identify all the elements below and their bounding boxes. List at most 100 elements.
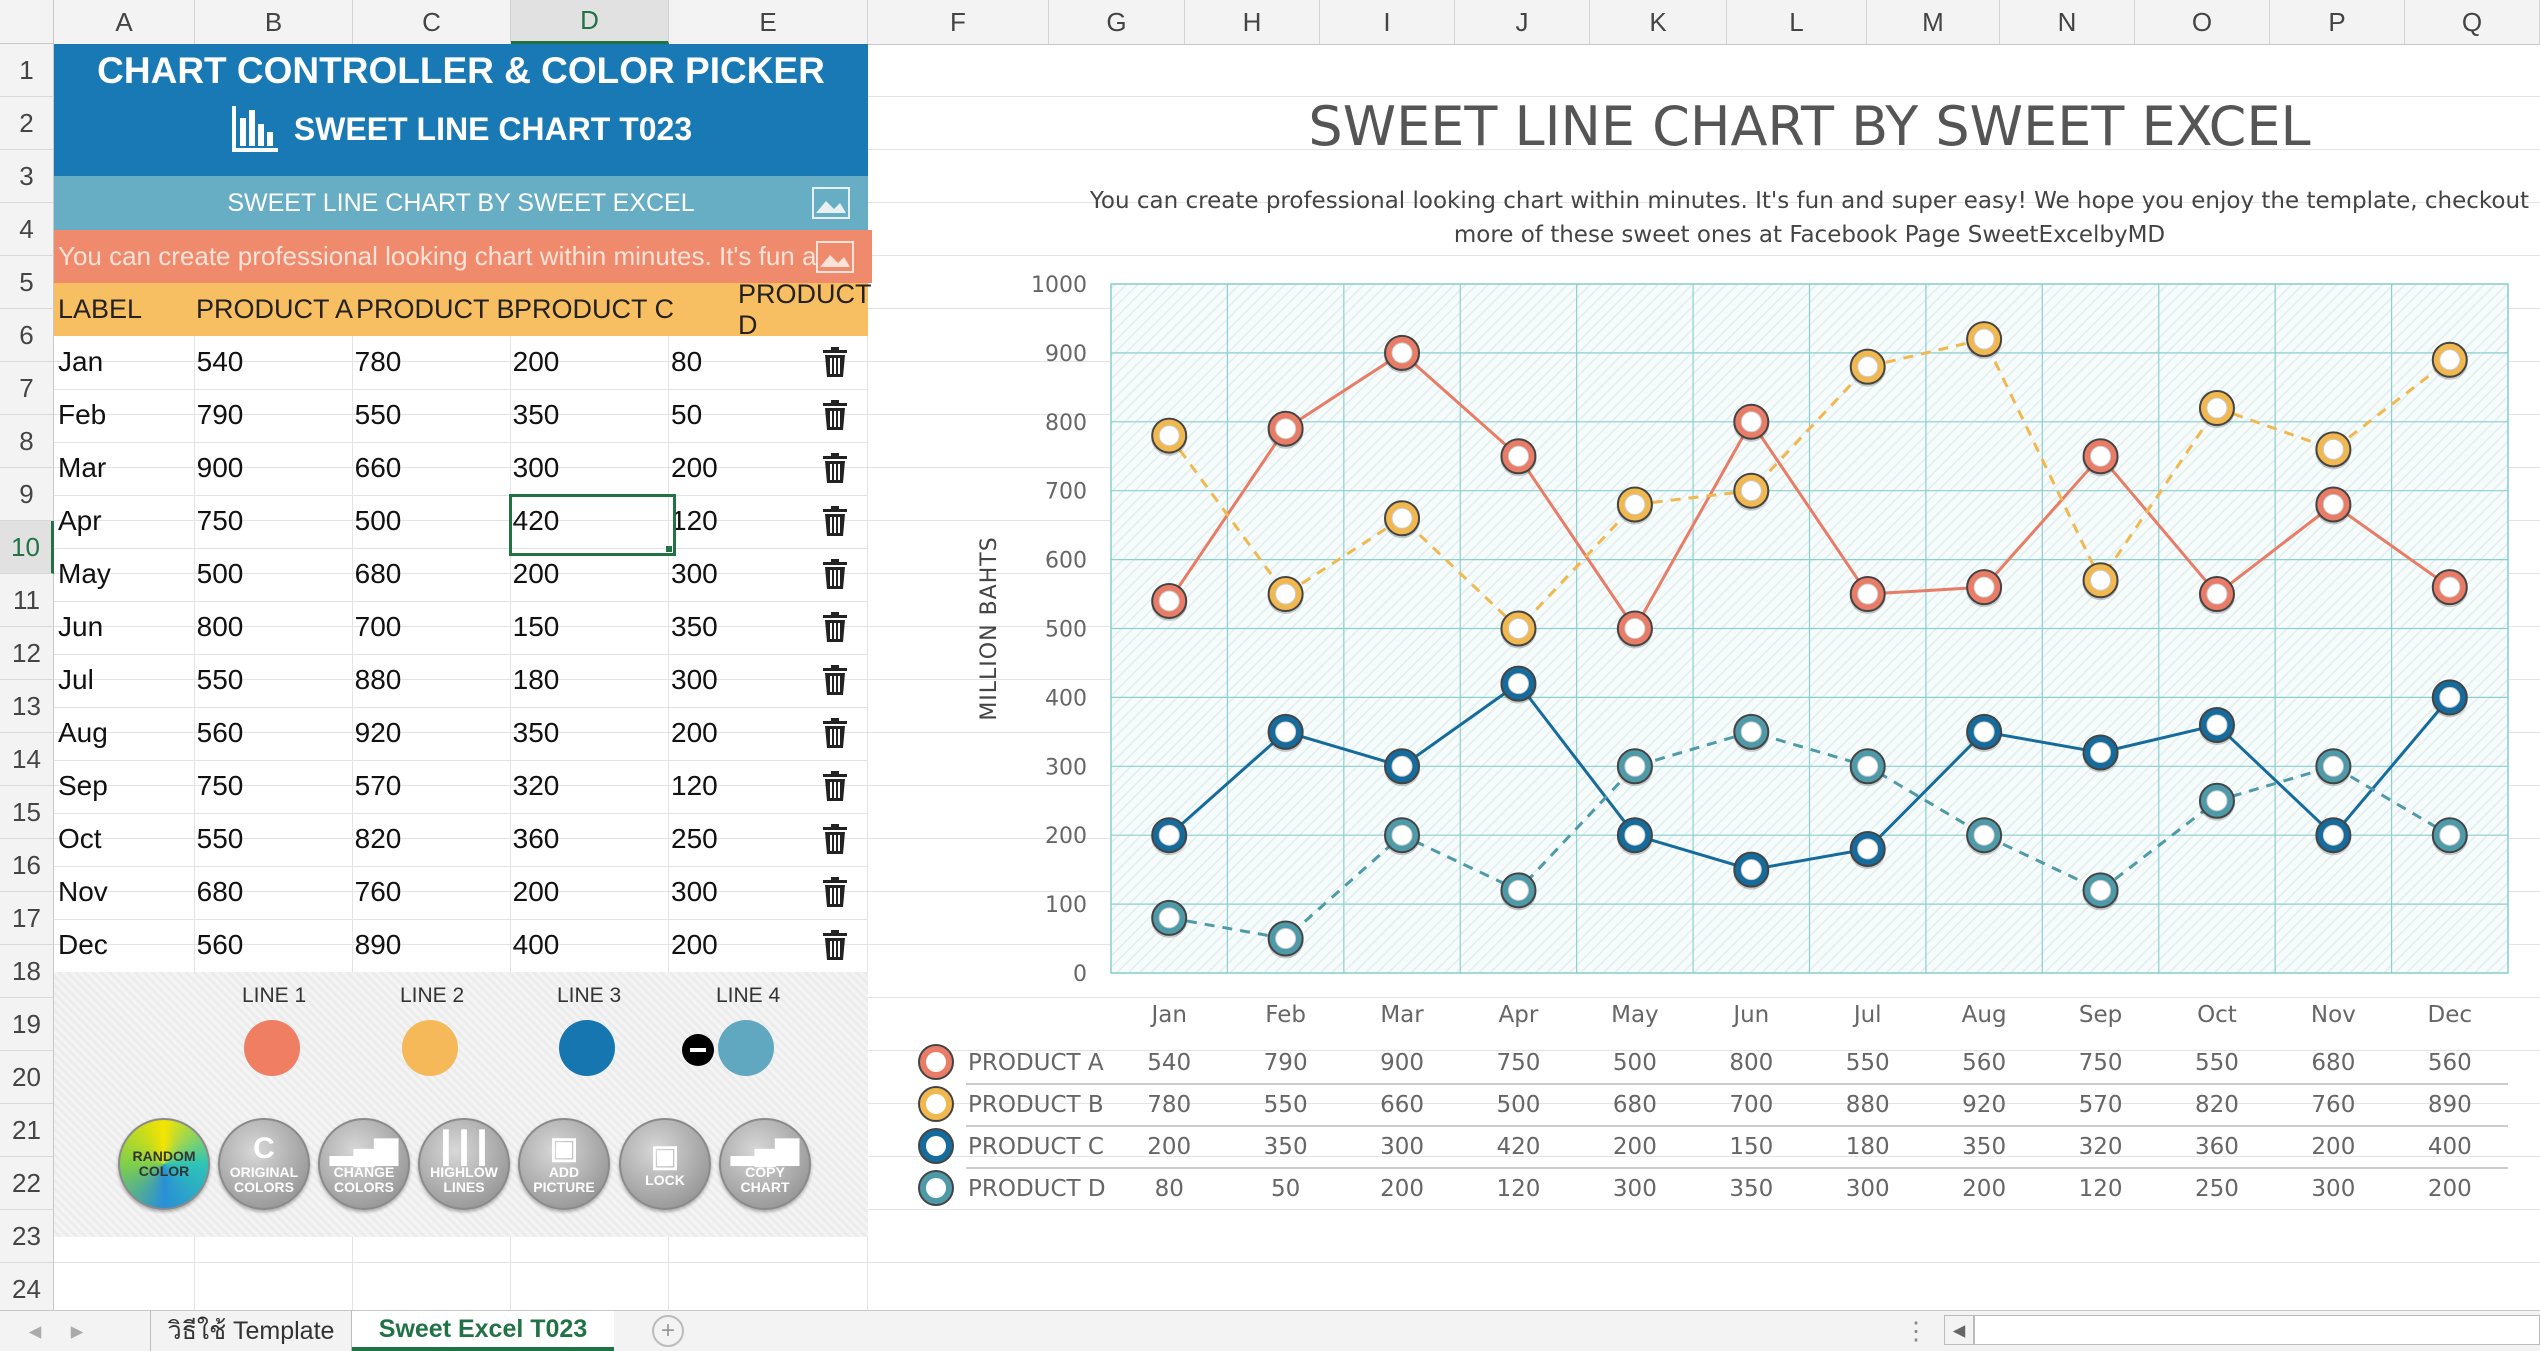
scroll-tabs-left-icon[interactable]: ◂ xyxy=(28,1317,42,1345)
row-label[interactable]: Oct xyxy=(58,823,102,854)
cell-value[interactable]: 200 xyxy=(671,929,718,960)
cell-value[interactable]: 300 xyxy=(671,664,718,695)
column-header-b[interactable]: B xyxy=(195,0,353,44)
row-label[interactable]: Nov xyxy=(58,876,108,907)
cell-value[interactable]: 680 xyxy=(354,558,402,589)
selected-cell-d10[interactable] xyxy=(509,494,676,556)
cell-value[interactable]: 320 xyxy=(512,770,560,801)
tab-how-to-use[interactable]: วิธีใช้ Template xyxy=(150,1311,352,1351)
header-label[interactable]: LABEL xyxy=(58,294,143,324)
copy-chart-button[interactable]: ▂▄▆ COPY CHART xyxy=(719,1118,811,1210)
cell-value[interactable]: 350 xyxy=(671,611,718,642)
cell-value[interactable]: 540 xyxy=(196,346,244,377)
cell-value[interactable]: 820 xyxy=(354,823,402,854)
line-1-color-swatch[interactable] xyxy=(244,1020,300,1076)
column-header-a[interactable]: A xyxy=(54,0,195,44)
trash-icon[interactable] xyxy=(820,876,850,916)
column-header-g[interactable]: G xyxy=(1049,0,1185,44)
row-header-7[interactable]: 7 xyxy=(0,362,54,415)
row-header-19[interactable]: 19 xyxy=(0,998,54,1051)
cell-value[interactable]: 780 xyxy=(354,346,402,377)
cell-value[interactable]: 350 xyxy=(512,399,560,430)
row-label[interactable]: Dec xyxy=(58,929,108,960)
trash-icon[interactable] xyxy=(820,399,850,439)
cell-value[interactable]: 570 xyxy=(354,770,402,801)
cell-value[interactable]: 790 xyxy=(196,399,244,430)
cell-value[interactable]: 350 xyxy=(512,717,560,748)
cell-value[interactable]: 890 xyxy=(354,929,402,960)
row-header-6[interactable]: 6 xyxy=(0,309,54,362)
cell-value[interactable]: 200 xyxy=(512,558,560,589)
cell-value[interactable]: 920 xyxy=(354,717,402,748)
random-color-button[interactable]: RANDOM COLOR xyxy=(118,1118,210,1210)
row-header-14[interactable]: 14 xyxy=(0,733,54,786)
scroll-tabs-right-icon[interactable]: ▸ xyxy=(70,1317,84,1345)
add-picture-button[interactable]: ▣ ADD PICTURE xyxy=(518,1118,610,1210)
row-header-8[interactable]: 8 xyxy=(0,415,54,468)
row-label[interactable]: Sep xyxy=(58,770,108,801)
row-label[interactable]: Aug xyxy=(58,717,108,748)
cell-value[interactable]: 700 xyxy=(354,611,402,642)
column-header-h[interactable]: H xyxy=(1185,0,1320,44)
image-icon[interactable] xyxy=(816,241,854,273)
image-icon[interactable] xyxy=(812,187,850,219)
header-product-a[interactable]: PRODUCT A xyxy=(196,294,354,324)
cell-value[interactable]: 200 xyxy=(671,452,718,483)
cell-value[interactable]: 550 xyxy=(354,399,402,430)
series-product-d[interactable] xyxy=(1151,713,2468,959)
original-colors-button[interactable]: C ORIGINAL COLORS xyxy=(218,1118,310,1210)
cell-value[interactable]: 560 xyxy=(196,717,244,748)
series-product-b[interactable] xyxy=(1151,321,2468,649)
cell-value[interactable]: 420 xyxy=(512,505,560,536)
cell-value[interactable]: 880 xyxy=(354,664,402,695)
column-header-m[interactable]: M xyxy=(1867,0,2000,44)
row-header-3[interactable]: 3 xyxy=(0,150,54,203)
column-header-o[interactable]: O xyxy=(2135,0,2270,44)
row-header-17[interactable]: 17 xyxy=(0,892,54,945)
trash-icon[interactable] xyxy=(820,611,850,651)
series-product-c[interactable] xyxy=(1151,665,2468,890)
column-header-e[interactable]: E xyxy=(669,0,868,44)
cell-value[interactable]: 660 xyxy=(354,452,402,483)
row-header-13[interactable]: 13 xyxy=(0,680,54,733)
remove-line-icon[interactable] xyxy=(682,1034,714,1066)
cell-value[interactable]: 150 xyxy=(512,611,560,642)
cell-value[interactable]: 50 xyxy=(671,399,703,430)
cell-value[interactable]: 750 xyxy=(196,505,244,536)
trash-icon[interactable] xyxy=(820,346,850,386)
description-cell[interactable]: You can create professional looking char… xyxy=(54,230,872,283)
trash-icon[interactable] xyxy=(820,664,850,704)
horizontal-scrollbar[interactable] xyxy=(1974,1315,2540,1345)
cell-value[interactable]: 760 xyxy=(354,876,402,907)
column-header-n[interactable]: N xyxy=(2000,0,2135,44)
add-sheet-icon[interactable]: + xyxy=(652,1315,684,1347)
column-header-i[interactable]: I xyxy=(1320,0,1455,44)
row-header-20[interactable]: 20 xyxy=(0,1051,54,1104)
header-product-c[interactable]: PRODUCT C xyxy=(514,294,675,324)
line-chart[interactable]: SWEET LINE CHART BY SWEET EXCEL You can c… xyxy=(868,44,2540,1264)
fill-handle[interactable] xyxy=(665,545,673,553)
row-header-15[interactable]: 15 xyxy=(0,786,54,839)
cell-value[interactable]: 550 xyxy=(196,823,244,854)
cell-value[interactable]: 800 xyxy=(196,611,244,642)
row-header-9[interactable]: 9 xyxy=(0,468,54,521)
line-2-color-swatch[interactable] xyxy=(402,1020,458,1076)
trash-icon[interactable] xyxy=(820,929,850,969)
row-header-22[interactable]: 22 xyxy=(0,1157,54,1210)
row-label[interactable]: Feb xyxy=(58,399,107,430)
row-header-2[interactable]: 2 xyxy=(0,97,54,150)
cell-value[interactable]: 300 xyxy=(512,452,560,483)
row-label[interactable]: Jan xyxy=(58,346,104,377)
row-header-11[interactable]: 11 xyxy=(0,574,54,627)
row-header-23[interactable]: 23 xyxy=(0,1210,54,1263)
change-colors-button[interactable]: ▂▄▆ CHANGE COLORS xyxy=(318,1118,410,1210)
header-product-b[interactable]: PRODUCT B xyxy=(356,294,515,324)
row-label[interactable]: May xyxy=(58,558,111,589)
row-header-21[interactable]: 21 xyxy=(0,1104,54,1157)
line-4-color-swatch[interactable] xyxy=(718,1020,774,1076)
cell-value[interactable]: 80 xyxy=(671,346,703,377)
cell-value[interactable]: 120 xyxy=(671,505,718,536)
line-3-color-swatch[interactable] xyxy=(559,1020,615,1076)
scroll-left-icon[interactable]: ◂ xyxy=(1944,1315,1974,1345)
row-header-4[interactable]: 4 xyxy=(0,203,54,256)
